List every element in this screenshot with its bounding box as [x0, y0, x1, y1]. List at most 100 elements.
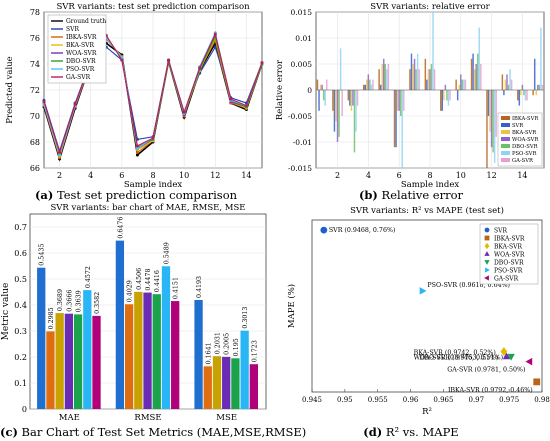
error-bar: [362, 84, 365, 90]
x-tick-label: 10: [456, 171, 466, 180]
legend-swatch: [501, 137, 510, 141]
error-bar: [455, 79, 457, 90]
legend-swatch: [501, 158, 510, 162]
caption-b: (b) Relative error: [272, 188, 550, 202]
chart-title: SVR variants: R² vs MAPE (test set): [350, 205, 504, 216]
legend-entry: BKA-SVR: [512, 130, 537, 136]
data-point: [120, 58, 124, 62]
error-bar: [326, 79, 328, 90]
error-bar: [473, 69, 476, 90]
point-label: SVR (0.9468, 0.76%): [329, 227, 396, 234]
y-tick-label: 0.6: [14, 249, 27, 258]
error-bar: [510, 79, 513, 90]
error-bar: [316, 79, 319, 90]
x-tick-label: 2: [57, 171, 62, 180]
error-bar: [503, 90, 505, 96]
x-tick-label: 4: [366, 171, 371, 180]
point-label: DBO-SVR (0.9753, 0.51%): [419, 355, 503, 362]
error-bar: [318, 90, 320, 111]
error-bar: [395, 90, 397, 148]
y-tick-label: 70: [30, 112, 40, 121]
data-point: [213, 32, 217, 36]
error-bar: [447, 90, 450, 106]
error-bar: [386, 69, 388, 90]
y-tick-label: 72: [30, 86, 40, 95]
error-bar: [493, 90, 496, 163]
caption-b-letter: (b): [358, 188, 378, 202]
error-bar: [524, 90, 527, 101]
error-bar: [319, 84, 322, 90]
caption-c-letter: (c): [0, 425, 18, 439]
data-point: [135, 153, 139, 157]
x-tick-label: 8: [427, 171, 432, 180]
error-bar: [332, 90, 334, 111]
caption-c: (c) Bar Chart of Test Set Metrics (MAE,M…: [0, 425, 306, 439]
legend-entry: GA-SVR: [512, 158, 534, 164]
data-point: [58, 150, 62, 154]
error-bar: [356, 90, 359, 106]
metric-bar: [171, 301, 180, 409]
chart-title: SVR variants: bar chart of MAE, RMSE, MS…: [50, 203, 245, 213]
metric-bar: [240, 330, 249, 409]
error-bar: [443, 90, 445, 101]
bar-value-label: 0.4416: [154, 270, 161, 292]
metric-bar: [143, 292, 152, 409]
error-bar: [446, 90, 448, 101]
y-tick-label: 66: [30, 164, 40, 173]
caption-d-letter: (d): [363, 425, 383, 439]
scatter-point: [419, 287, 427, 295]
error-bar: [321, 84, 323, 90]
metric-bar: [161, 266, 171, 409]
x-tick-label: 14: [517, 171, 527, 180]
y-tick-label: 0.3: [14, 327, 27, 336]
error-bar: [364, 84, 366, 90]
bar-value-label: 0.6476: [117, 217, 124, 239]
error-bar: [424, 58, 427, 90]
error-bar: [456, 90, 459, 101]
y-tick-label: 0.5: [14, 275, 27, 284]
scatter-point: [525, 357, 533, 366]
error-bar: [521, 84, 524, 90]
scatter-point: [533, 378, 541, 386]
bar-value-label: 0.1723: [251, 340, 258, 362]
legend-entry: SVR: [494, 227, 507, 234]
point-label: WOA-SVR (0.9746, 0.51%): [414, 355, 499, 362]
error-bar: [433, 69, 436, 90]
point-label: GA-SVR (0.9781, 0.50%): [447, 367, 525, 374]
metric-bar: [152, 294, 161, 409]
error-bar: [336, 90, 339, 142]
error-bar: [396, 90, 399, 111]
legend-entry: IBKA-SVR: [512, 116, 539, 122]
error-bar: [541, 84, 544, 90]
error-bar: [412, 64, 414, 90]
error-bar: [413, 58, 416, 90]
legend-entry: PSO-SVR: [66, 66, 95, 73]
bar-value-label: 0.5435: [39, 244, 46, 266]
error-bar: [537, 84, 539, 90]
error-bar: [338, 90, 340, 137]
metric-bar: [83, 290, 92, 409]
legend-entry: Ground truth: [66, 18, 106, 25]
legend-swatch: [501, 144, 510, 148]
error-bar: [475, 64, 477, 90]
x-tick-label: 14: [241, 171, 251, 180]
metric-bar: [249, 364, 258, 409]
x-tick-label: 2: [335, 171, 340, 180]
legend-entry: WOA-SVR: [66, 50, 97, 57]
bar-value-label: 0.4151: [173, 277, 180, 299]
error-bar: [460, 74, 462, 90]
data-point: [42, 100, 46, 104]
x-axis-label: Sample index: [124, 180, 183, 188]
y-tick-label: -0.01: [293, 138, 312, 147]
error-bar: [401, 90, 403, 168]
legend-marker: [484, 251, 490, 256]
error-bar: [339, 48, 342, 90]
x-tick-label: MAE: [59, 413, 80, 423]
error-bar: [535, 90, 537, 96]
caption-a-letter: (a): [34, 188, 54, 202]
y-tick-label: 0: [307, 86, 312, 95]
error-bar: [333, 90, 336, 132]
error-bar: [538, 84, 541, 90]
metric-bar: [73, 314, 83, 409]
error-bar: [432, 12, 434, 90]
